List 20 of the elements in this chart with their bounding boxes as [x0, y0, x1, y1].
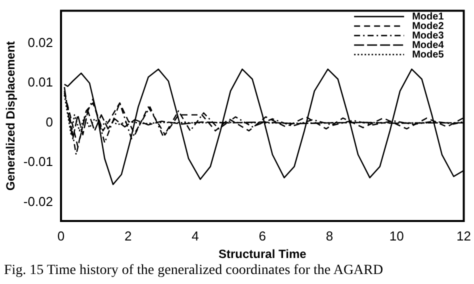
y-tick-label: 0: [46, 114, 54, 130]
legend-label: Mode1: [412, 11, 444, 22]
x-axis-title: Structural Time: [218, 247, 307, 262]
caption: Fig. 15 Time history of the generalized coordinates for the AGARD: [3, 262, 384, 280]
y-tick-label: 0.02: [28, 34, 54, 50]
x-tick-label: 12: [456, 228, 472, 244]
y-tick-label: -0.01: [23, 154, 54, 170]
x-tick-label: 10: [389, 228, 404, 244]
x-tick-label: 0: [57, 228, 65, 244]
legend-label: Mode2: [412, 20, 444, 32]
legend-label: Mode3: [412, 30, 444, 42]
x-tick-label: 4: [192, 228, 199, 244]
x-tick-label: 6: [258, 228, 266, 244]
legend-label: Mode5: [412, 49, 444, 60]
y-axis-title: Generalized Displacement: [4, 41, 18, 191]
y-tick-label: 0.01: [28, 74, 54, 90]
y-tick-label: -0.02: [23, 194, 54, 209]
legend-label: Mode4: [412, 40, 444, 51]
x-tick-label: 2: [124, 228, 132, 244]
x-tick-label: 8: [326, 228, 334, 244]
